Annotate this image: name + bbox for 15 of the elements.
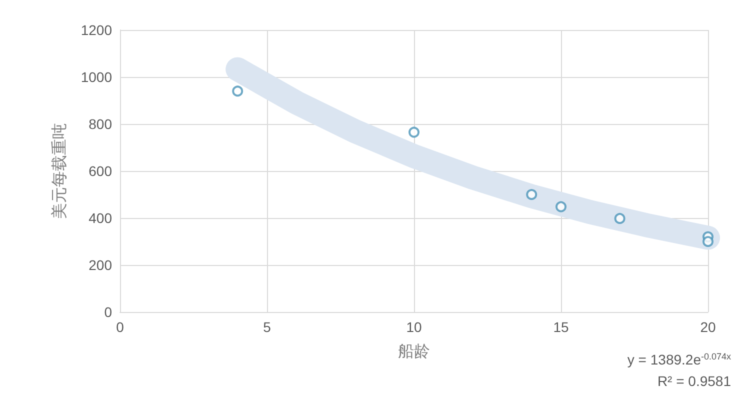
x-tick-label: 10: [406, 319, 422, 335]
y-tick-label: 200: [88, 257, 112, 273]
y-tick-label: 400: [88, 210, 112, 226]
y-tick-label: 1200: [80, 22, 112, 38]
y-tick-label: 0: [104, 304, 112, 320]
text: R² = 0.9581: [657, 373, 732, 389]
y-tick-label: 800: [88, 116, 112, 132]
y-axis-title: 美元每载重吨: [50, 123, 68, 219]
x-tick-label: 5: [263, 319, 272, 335]
x-tick-label: 15: [553, 319, 569, 335]
x-axis-title: 船龄: [398, 344, 430, 360]
y-tick-label: 600: [88, 163, 112, 179]
y-tick-label: 1000: [80, 69, 112, 85]
x-tick-label: 20: [700, 319, 716, 335]
x-tick-label: 0: [116, 319, 124, 335]
